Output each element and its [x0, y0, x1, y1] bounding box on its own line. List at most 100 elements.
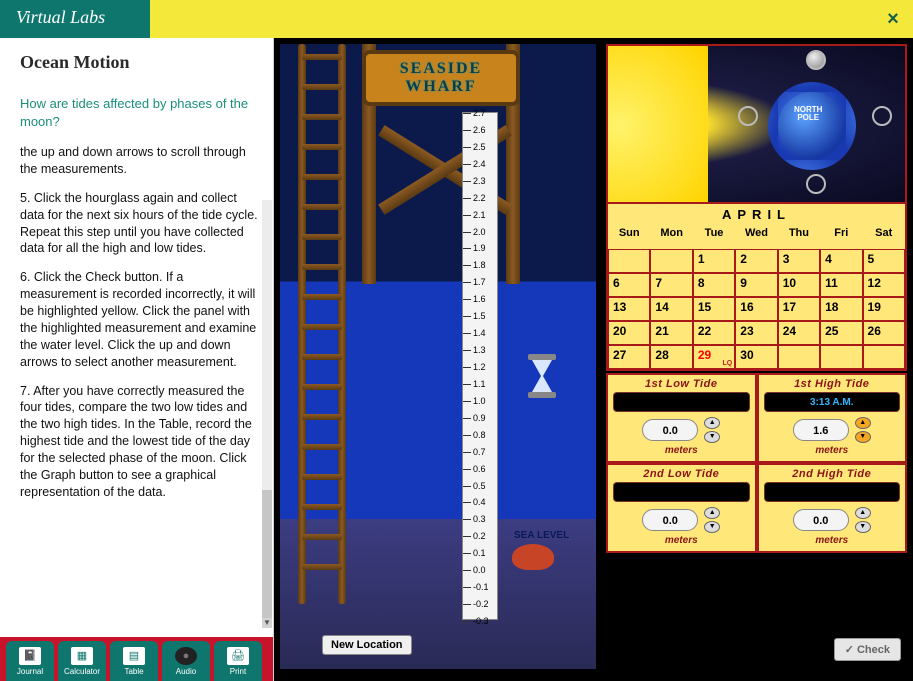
calendar-day[interactable]: 10: [778, 273, 820, 297]
calendar-dow: Thu: [778, 225, 820, 249]
audio-button[interactable]: ●Audio: [162, 641, 210, 681]
calendar-day[interactable]: 5: [863, 249, 905, 273]
instruction-para: 7. After you have correctly measured the…: [20, 383, 259, 501]
calendar-day[interactable]: 26: [863, 321, 905, 345]
scrollbar-thumb[interactable]: [262, 490, 272, 624]
calendar-day[interactable]: 23: [735, 321, 777, 345]
moon-position-0[interactable]: [806, 50, 826, 70]
table-button[interactable]: ▤ Table: [110, 641, 158, 681]
calendar-day[interactable]: [863, 345, 905, 369]
calendar-day[interactable]: 16: [735, 297, 777, 321]
stage: SEASIDE WHARF 2.72.62.52.42.32.22.12.01.…: [280, 44, 907, 669]
calendar-day[interactable]: 28: [650, 345, 692, 369]
tide-box-3[interactable]: 2nd High Tide0.0▲▼meters: [757, 463, 908, 553]
instructions-body[interactable]: the up and down arrows to scroll through…: [20, 144, 263, 564]
moon-position-3[interactable]: [806, 174, 826, 194]
tide-unit: meters: [764, 445, 901, 456]
calendar-day[interactable]: 24: [778, 321, 820, 345]
calendar-day[interactable]: 29LQ: [693, 345, 735, 369]
scrollbar-track[interactable]: [262, 200, 272, 628]
instruction-para: 5. Click the hourglass again and collect…: [20, 190, 259, 258]
calendar-day[interactable]: 30: [735, 345, 777, 369]
calendar-day[interactable]: 15: [693, 297, 735, 321]
calendar-day[interactable]: 4: [820, 249, 862, 273]
new-location-button[interactable]: New Location: [322, 635, 412, 655]
tide-value: 0.0: [642, 419, 698, 441]
print-label: Print: [230, 667, 246, 676]
tide-box-2[interactable]: 2nd Low Tide0.0▲▼meters: [606, 463, 757, 553]
tide-up-button[interactable]: ▲: [855, 507, 871, 519]
audio-icon: ●: [175, 647, 197, 665]
calendar-day[interactable]: 21: [650, 321, 692, 345]
journal-label: Journal: [17, 667, 43, 676]
tide-unit: meters: [764, 535, 901, 546]
calendar-day[interactable]: 18: [820, 297, 862, 321]
instruction-para: 6. Click the Check button. If a measurem…: [20, 269, 259, 370]
calendar-day[interactable]: 27: [608, 345, 650, 369]
sign-line2: WHARF: [405, 78, 476, 96]
calendar-day[interactable]: 7: [650, 273, 692, 297]
scroll-down-icon[interactable]: ▼: [262, 618, 272, 628]
calendar-day[interactable]: 19: [863, 297, 905, 321]
calendar-day[interactable]: 1: [693, 249, 735, 273]
calendar-day[interactable]: 6: [608, 273, 650, 297]
tide-title: 2nd Low Tide: [613, 468, 750, 480]
toolbar: 📓Journal ▦Calculator ▤ Table ●Audio 🖨 Prin…: [0, 637, 273, 681]
calendar-day[interactable]: 9: [735, 273, 777, 297]
moon-position-2[interactable]: [872, 106, 892, 126]
left-content: Ocean Motion How are tides affected by p…: [0, 38, 273, 637]
tide-box-0[interactable]: 1st Low Tide0.0▲▼meters: [606, 373, 757, 463]
tide-ruler: 2.72.62.52.42.32.22.12.01.91.81.71.61.51…: [462, 112, 498, 620]
tide-unit: meters: [613, 445, 750, 456]
tide-up-button[interactable]: ▲: [855, 417, 871, 429]
calendar-day[interactable]: 12: [863, 273, 905, 297]
table-icon: ▤: [123, 647, 145, 665]
calendar-dow: Sun: [608, 225, 650, 249]
tide-value: 0.0: [642, 509, 698, 531]
tide-up-button[interactable]: ▲: [704, 507, 720, 519]
calculator-button[interactable]: ▦Calculator: [58, 641, 106, 681]
print-button[interactable]: 🖨 Print: [214, 641, 262, 681]
calendar-day[interactable]: 17: [778, 297, 820, 321]
wharf-scene: SEASIDE WHARF 2.72.62.52.42.32.22.12.01.…: [280, 44, 596, 669]
crab-icon: [512, 544, 554, 570]
right-subpanel: NORTHPOLE APRIL SunMonTueWedThuFriSat 12…: [606, 44, 907, 669]
tide-down-button[interactable]: ▼: [704, 521, 720, 533]
calendar-day[interactable]: [650, 249, 692, 273]
tide-time: [613, 482, 750, 502]
calendar-day[interactable]: 2: [735, 249, 777, 273]
tide-time: [764, 482, 901, 502]
page-title: Ocean Motion: [20, 52, 263, 73]
calendar-dow: Sat: [863, 225, 905, 249]
question-text: How are tides affected by phases of the …: [20, 95, 263, 130]
calendar-day[interactable]: 8: [693, 273, 735, 297]
calendar-day[interactable]: 14: [650, 297, 692, 321]
tide-title: 1st High Tide: [764, 378, 901, 390]
calendar-day[interactable]: [820, 345, 862, 369]
calendar-day[interactable]: 20: [608, 321, 650, 345]
tide-down-button[interactable]: ▼: [704, 431, 720, 443]
tide-down-button[interactable]: ▼: [855, 521, 871, 533]
hourglass-button[interactable]: [528, 354, 556, 398]
table-label: Table: [124, 667, 143, 676]
tide-box-1[interactable]: 1st High Tide3:13 A.M.1.6▲▼meters: [757, 373, 908, 463]
calendar-day[interactable]: 13: [608, 297, 650, 321]
calendar-day[interactable]: [608, 249, 650, 273]
calendar-dow: Tue: [693, 225, 735, 249]
tide-down-button[interactable]: ▼: [855, 431, 871, 443]
check-button[interactable]: ✓ Check: [834, 638, 901, 661]
calendar-day[interactable]: 3: [778, 249, 820, 273]
journal-button[interactable]: 📓Journal: [6, 641, 54, 681]
tide-time: [613, 392, 750, 412]
calendar-day[interactable]: 11: [820, 273, 862, 297]
print-icon: 🖨: [227, 647, 249, 665]
calendar-dow: Mon: [650, 225, 692, 249]
earth-label: NORTHPOLE: [794, 106, 822, 122]
moon-position-1[interactable]: [738, 106, 758, 126]
topbar: Virtual Labs ×: [0, 0, 913, 38]
calendar-day[interactable]: [778, 345, 820, 369]
calendar-day[interactable]: 25: [820, 321, 862, 345]
close-icon[interactable]: ×: [873, 0, 913, 38]
calendar-day[interactable]: 22: [693, 321, 735, 345]
tide-up-button[interactable]: ▲: [704, 417, 720, 429]
